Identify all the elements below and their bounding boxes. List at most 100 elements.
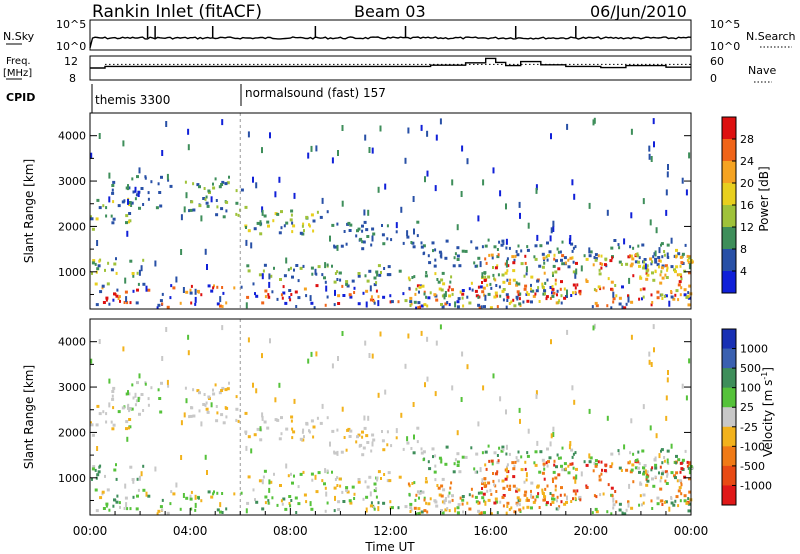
- velocity-cell: [409, 502, 413, 506]
- velocity-cell: [557, 473, 561, 477]
- power-cell: [623, 306, 627, 310]
- velocity-cell: [382, 448, 386, 452]
- velocity-cell: [675, 471, 679, 475]
- power-cell: [353, 286, 356, 290]
- velocity-cell: [481, 478, 484, 484]
- velocity-cell: [194, 502, 197, 508]
- velocity-cell: [681, 458, 685, 462]
- power-cell: [515, 295, 519, 299]
- velocity-cell: [597, 460, 600, 464]
- velocity-cell: [491, 462, 494, 466]
- velocity-cell: [105, 420, 108, 424]
- velocity-cell: [495, 500, 499, 504]
- velocity-cell: [407, 482, 410, 486]
- velocity-cell: [487, 481, 491, 485]
- power-cell: [518, 297, 521, 301]
- velocity-cell: [636, 460, 640, 464]
- velocity-cell: [205, 401, 208, 405]
- velocity-cell: [158, 397, 162, 400]
- power-cell: [331, 157, 334, 164]
- velocity-cell: [650, 362, 653, 367]
- velocity-cell: [365, 507, 368, 513]
- power-cell: [630, 262, 634, 266]
- power-cell: [645, 277, 649, 281]
- power-cell: [147, 197, 150, 201]
- velocity-cell: [108, 378, 111, 384]
- power-cell: [278, 176, 281, 183]
- power-cell: [550, 133, 552, 140]
- power-cell: [574, 245, 577, 249]
- power-cell: [422, 244, 426, 248]
- velocity-cell: [502, 448, 505, 452]
- velocity-cell: [549, 492, 552, 495]
- velocity-colorbar-swatch: [722, 368, 736, 389]
- power-cell: [261, 209, 264, 216]
- velocity-cell: [545, 501, 549, 505]
- power-cell: [664, 273, 667, 277]
- power-cell: [212, 186, 216, 190]
- power-cell: [245, 302, 248, 309]
- power-cell: [612, 297, 616, 301]
- velocity-cell: [515, 487, 518, 491]
- velocity-cell: [637, 466, 641, 470]
- power-cell: [368, 147, 371, 153]
- velocity-cell: [664, 500, 668, 504]
- power-cell: [530, 300, 533, 304]
- velocity-cell: [284, 507, 288, 511]
- power-cell: [646, 273, 650, 277]
- power-cell: [627, 294, 629, 298]
- velocity-cell: [506, 505, 509, 508]
- power-cell: [125, 214, 129, 218]
- power-cell: [108, 196, 111, 203]
- velocity-cell: [506, 475, 509, 479]
- velocity-cell: [634, 459, 637, 462]
- power-cell: [625, 302, 628, 306]
- velocity-cell: [687, 502, 691, 506]
- power-cell: [131, 177, 134, 181]
- power-cell: [449, 280, 452, 284]
- velocity-cell: [409, 506, 413, 510]
- velocity-cell: [642, 493, 646, 497]
- power-cell: [478, 305, 482, 309]
- power-cell: [660, 293, 664, 297]
- velocity-cell: [289, 504, 292, 508]
- velocity-cell: [525, 478, 528, 482]
- power-cell: [685, 189, 688, 196]
- velocity-cell: [315, 490, 319, 494]
- velocity-cell: [572, 476, 576, 480]
- power-cell: [185, 290, 189, 294]
- power-cell: [440, 278, 444, 282]
- power-cell: [386, 237, 389, 241]
- velocity-cell: [303, 435, 305, 439]
- velocity-cell: [524, 467, 527, 471]
- power-cell: [555, 301, 559, 305]
- power-cell: [547, 254, 550, 258]
- power-cell: [338, 271, 342, 275]
- velocity-cell: [384, 389, 387, 395]
- velocity-cell: [356, 435, 359, 439]
- power-cell: [656, 263, 660, 267]
- velocity-cell: [526, 497, 529, 501]
- power-colorbar-swatch: [722, 205, 736, 228]
- velocity-cell: [315, 351, 318, 357]
- power-cell: [659, 281, 663, 285]
- power-cell: [216, 285, 219, 289]
- power-cell: [106, 282, 110, 286]
- velocity-cell: [477, 491, 480, 495]
- power-cell: [356, 229, 359, 233]
- power-cell: [333, 303, 336, 307]
- velocity-cell: [518, 503, 521, 507]
- power-cell: [515, 281, 518, 285]
- power-cell: [406, 235, 410, 239]
- velocity-cell: [638, 470, 641, 474]
- power-cell: [468, 287, 471, 291]
- velocity-cell: [563, 493, 566, 497]
- velocity-cell: [479, 467, 482, 473]
- power-cell: [650, 293, 653, 297]
- power-cell: [250, 242, 253, 249]
- power-cell: [553, 257, 556, 261]
- power-cell: [334, 289, 336, 296]
- velocity-colorbar-swatch: [722, 446, 736, 467]
- power-cell: [530, 283, 532, 287]
- power-cell: [476, 264, 479, 268]
